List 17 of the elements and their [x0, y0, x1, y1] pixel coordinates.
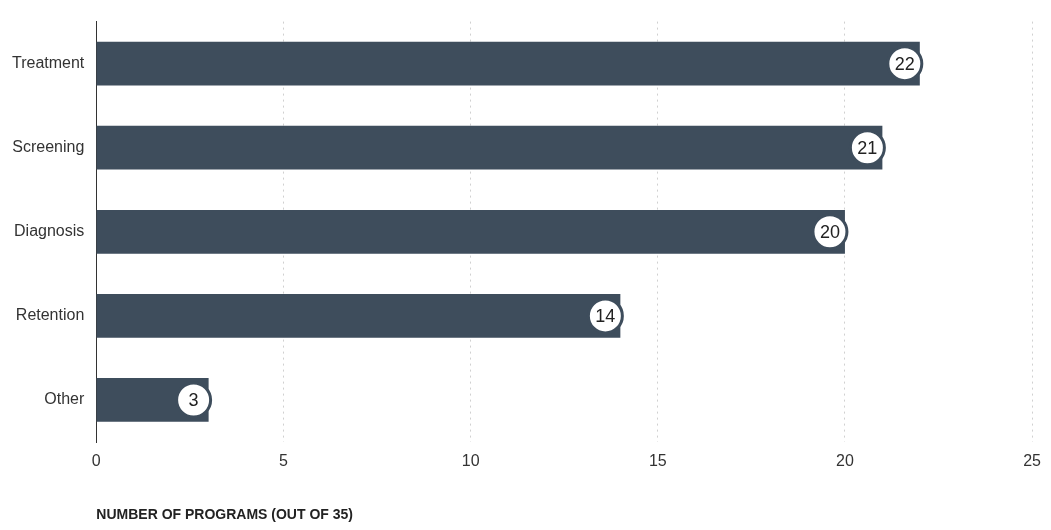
- y-tick-label: Retention: [15, 306, 85, 324]
- data-label: 20: [819, 221, 840, 242]
- data-label: 21: [857, 137, 878, 158]
- x-tick-label: 15: [648, 452, 667, 470]
- y-tick-label: Diagnosis: [14, 222, 85, 240]
- x-axis-title: NUMBER OF PROGRAMS (OUT OF 35): [96, 506, 353, 523]
- data-label: 14: [595, 305, 616, 326]
- x-tick-label: 0: [91, 452, 101, 470]
- data-label: 3: [188, 389, 199, 410]
- x-tick-label: 10: [461, 452, 480, 470]
- x-tick-label: 25: [1023, 452, 1042, 470]
- y-tick-label: Treatment: [11, 54, 85, 72]
- y-tick-label: Other: [44, 390, 85, 408]
- x-tick-label: 20: [836, 452, 854, 470]
- data-label: 22: [894, 53, 915, 74]
- y-tick-label: Screening: [12, 138, 85, 156]
- x-tick-label: 5: [279, 452, 289, 470]
